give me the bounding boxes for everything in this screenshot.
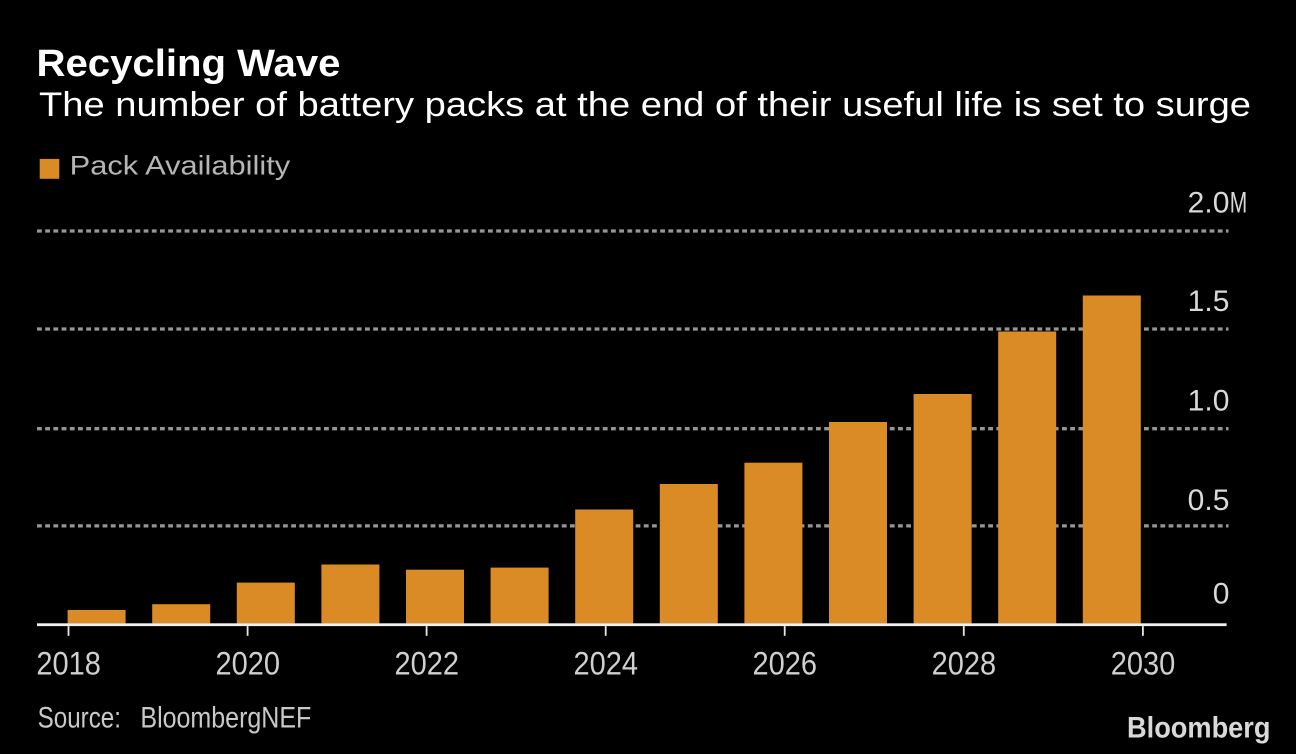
svg-text:M: M bbox=[1230, 186, 1248, 219]
svg-text:2018: 2018 bbox=[36, 646, 101, 682]
svg-text:Pack Availability: Pack Availability bbox=[70, 151, 291, 181]
svg-text:Bloomberg: Bloomberg bbox=[1127, 712, 1271, 745]
svg-text:1.0: 1.0 bbox=[1188, 385, 1230, 418]
svg-text:2020: 2020 bbox=[215, 646, 280, 682]
svg-text:2026: 2026 bbox=[753, 646, 818, 682]
svg-text:2024: 2024 bbox=[574, 646, 639, 682]
svg-text:BloombergNEF: BloombergNEF bbox=[140, 701, 311, 734]
svg-text:0: 0 bbox=[1213, 577, 1230, 610]
svg-text:Source:: Source: bbox=[38, 701, 121, 734]
svg-text:0.5: 0.5 bbox=[1188, 484, 1230, 517]
svg-text:2.0: 2.0 bbox=[1188, 186, 1230, 219]
svg-text:2028: 2028 bbox=[932, 646, 997, 682]
svg-text:2022: 2022 bbox=[394, 646, 459, 682]
svg-text:1.5: 1.5 bbox=[1188, 285, 1230, 318]
svg-text:Recycling Wave: Recycling Wave bbox=[37, 43, 341, 85]
svg-text:The number of battery packs at: The number of battery packs at the end o… bbox=[39, 86, 1251, 124]
svg-text:2030: 2030 bbox=[1111, 646, 1176, 682]
